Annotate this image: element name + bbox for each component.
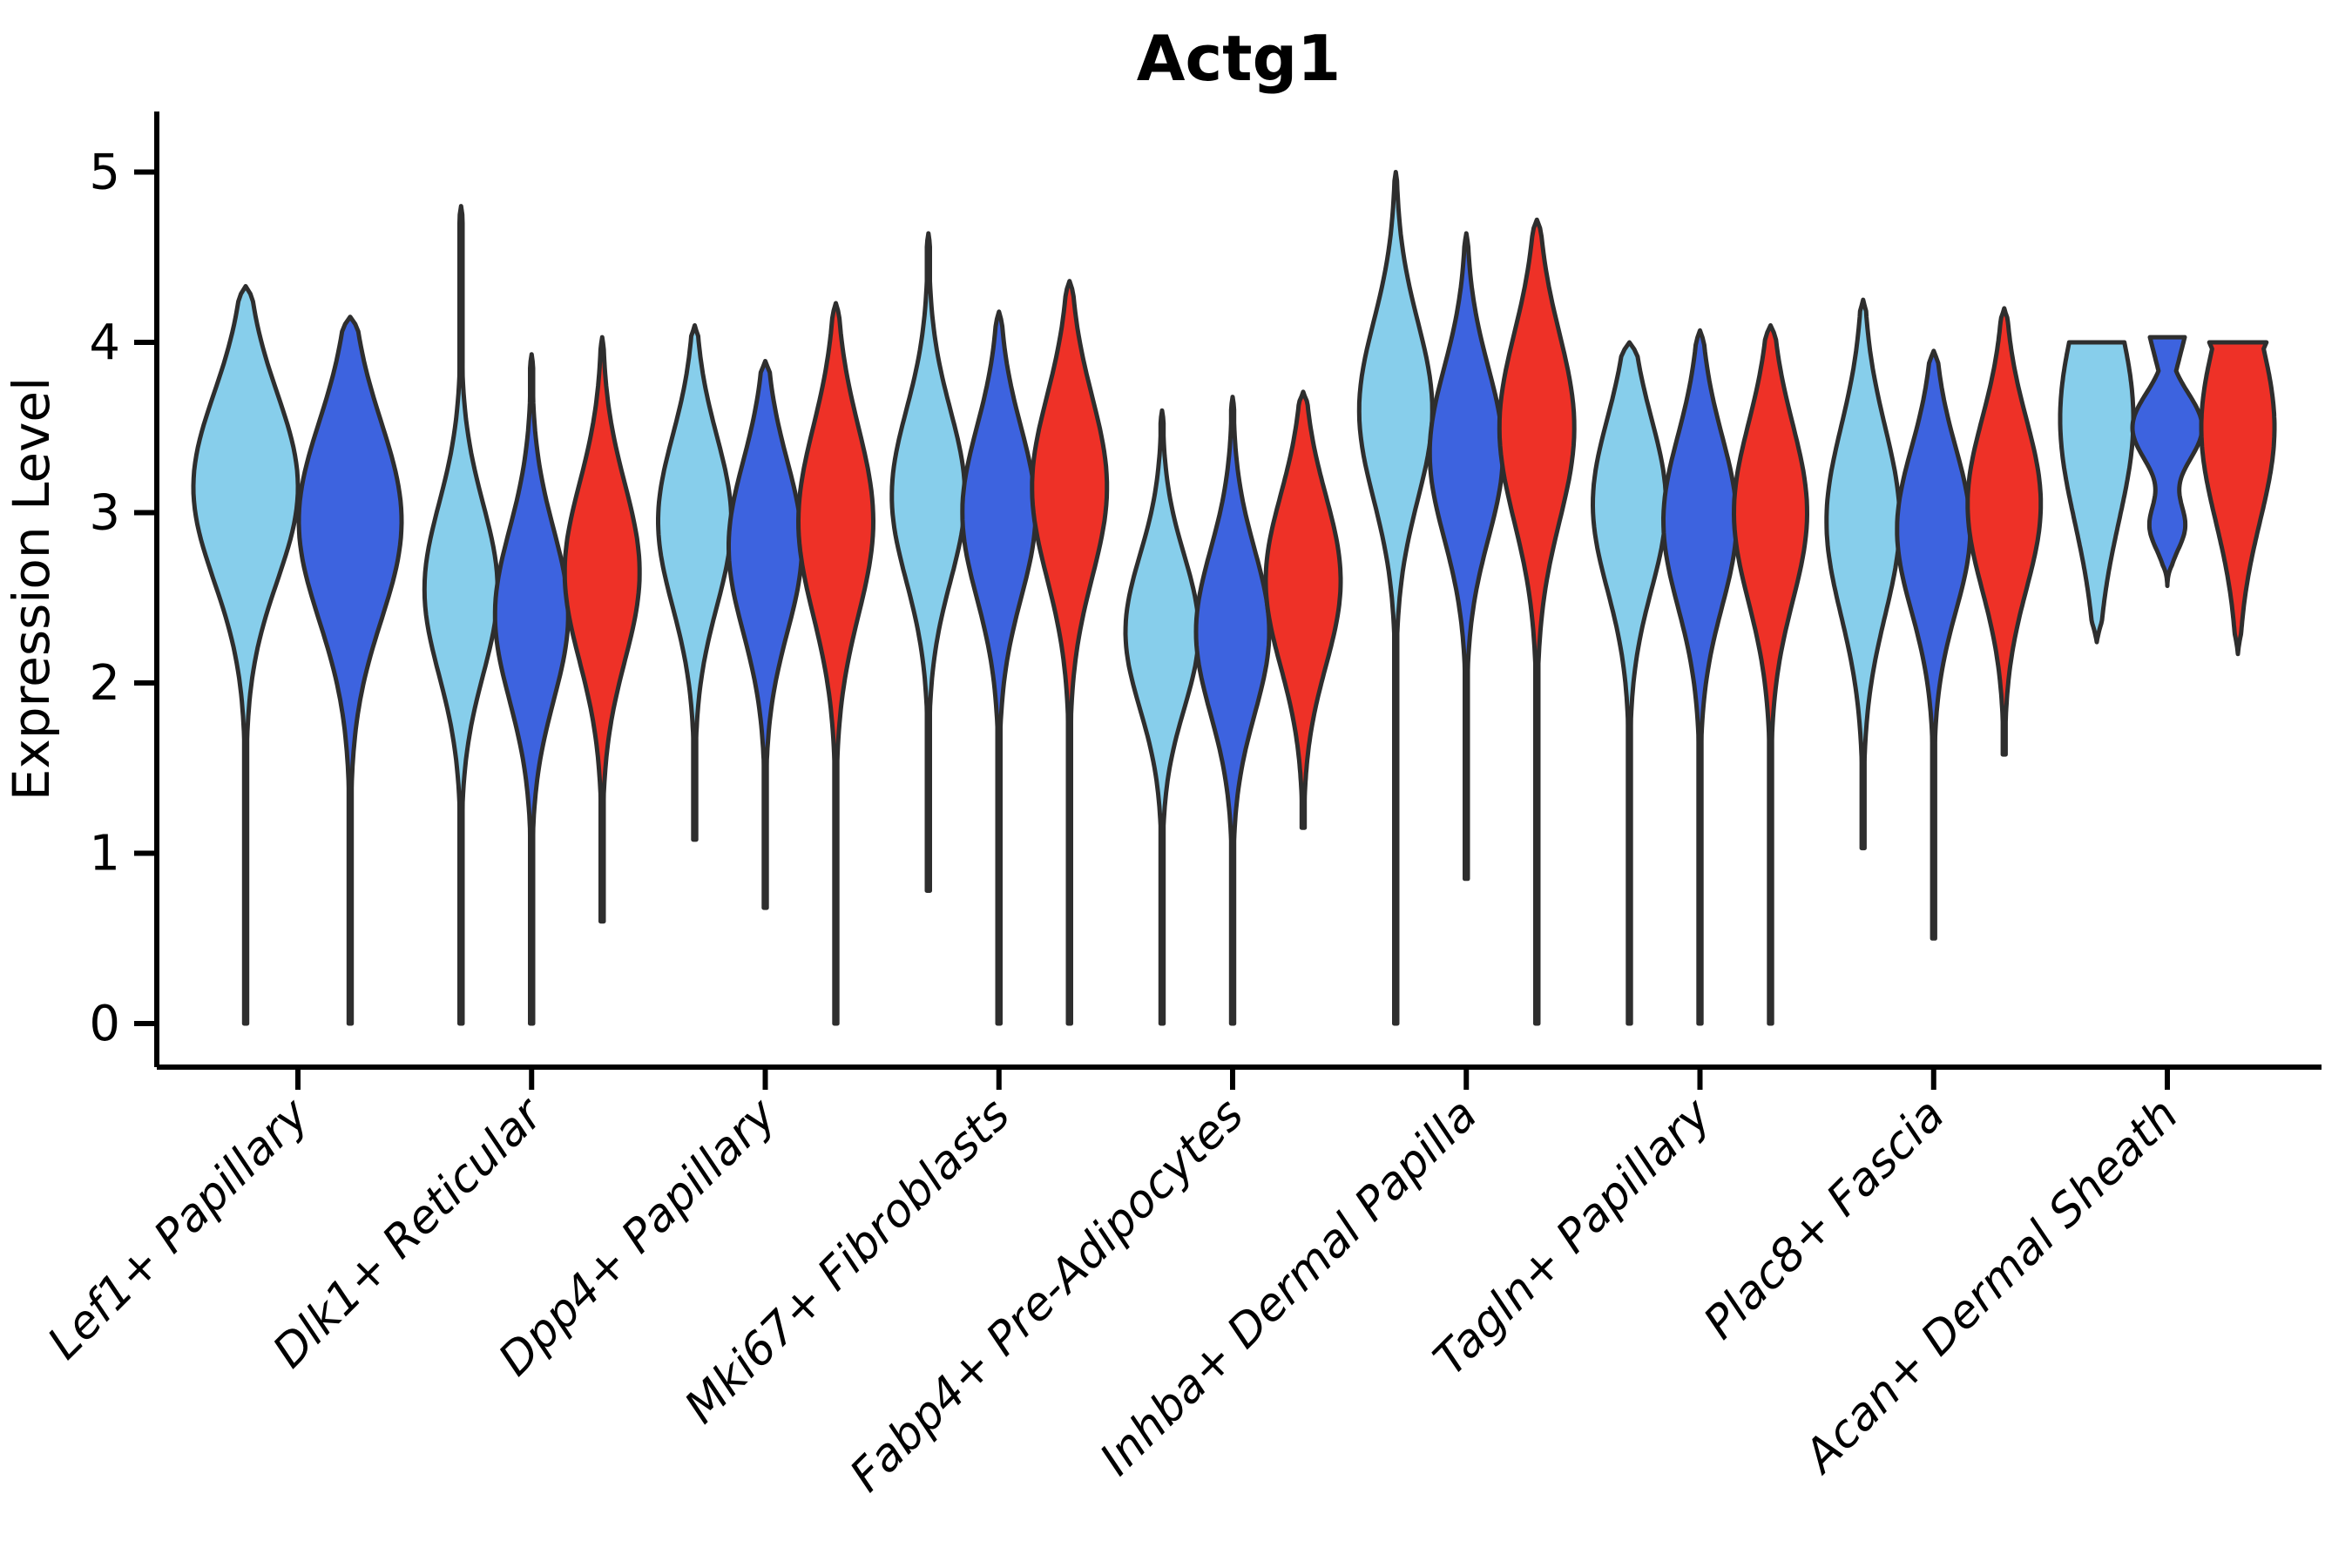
y-tick-label: 4 [89, 314, 120, 371]
violin-fabp4-pre-adipocytes-skyblue [1123, 408, 1201, 1026]
violin-acan-dermal-sheath-red [2199, 340, 2277, 657]
violin-plac8-fascia-red [1965, 306, 2044, 757]
x-tick-label: Fabp4+ Pre-Adipocytes [841, 1089, 1254, 1503]
y-tick-label: 2 [89, 655, 120, 712]
violin-dpp4-papillary-red [796, 301, 875, 1026]
violin-dlk1-reticular-red [562, 335, 642, 924]
axes-layer [154, 112, 2322, 1070]
violin-acan-dermal-sheath-royalblue [2130, 335, 2205, 589]
x-tick-label: Inhba+ Dermal Papilla [1091, 1089, 1488, 1486]
violin-fabp4-pre-adipocytes-royalblue [1193, 395, 1272, 1026]
violin-dpp4-papillary-royalblue [727, 359, 804, 910]
y-tick-label: 3 [89, 485, 120, 542]
violin-acan-dermal-sheath-skyblue [2058, 340, 2136, 645]
violin-mki67-fibroblasts-red [1030, 279, 1110, 1026]
violin-mki67-fibroblasts-skyblue [889, 231, 968, 893]
x-tick-label: Plac8+ Fascia [1694, 1089, 1955, 1349]
violin-dlk1-reticular-royalblue [492, 352, 571, 1026]
violin-plac8-fascia-royalblue [1895, 348, 1973, 941]
violin-tagln-papillary-skyblue [1591, 340, 1668, 1026]
y-tick-label: 5 [89, 145, 120, 201]
x-tick-label: Acan+ Dermal Sheath [1793, 1089, 2188, 1484]
violin-inhba-dermal-papilla-skyblue [1356, 170, 1435, 1026]
y-axis-label: Expression Level [2, 377, 61, 801]
chart-title: Actg1 [1137, 22, 1341, 95]
violin-inhba-dermal-papilla-red [1497, 217, 1577, 1026]
violin-lef1-papillary-royalblue [296, 314, 404, 1026]
violin-dlk1-reticular-skyblue [422, 204, 500, 1026]
violin-inhba-dermal-papilla-royalblue [1427, 231, 1505, 882]
violin-plac8-fascia-skyblue [1824, 297, 1903, 851]
y-tick-label: 0 [89, 996, 120, 1052]
violin-mki67-fibroblasts-royalblue [960, 309, 1038, 1026]
violin-tagln-papillary-royalblue [1661, 328, 1739, 1026]
violin-fabp4-pre-adipocytes-red [1263, 389, 1343, 830]
violin-tagln-papillary-red [1732, 323, 1809, 1026]
violins-layer [191, 170, 2277, 1026]
violin-lef1-papillary-skyblue [191, 284, 301, 1026]
violin-dpp4-papillary-skyblue [656, 323, 733, 842]
y-tick-label: 1 [89, 826, 120, 882]
